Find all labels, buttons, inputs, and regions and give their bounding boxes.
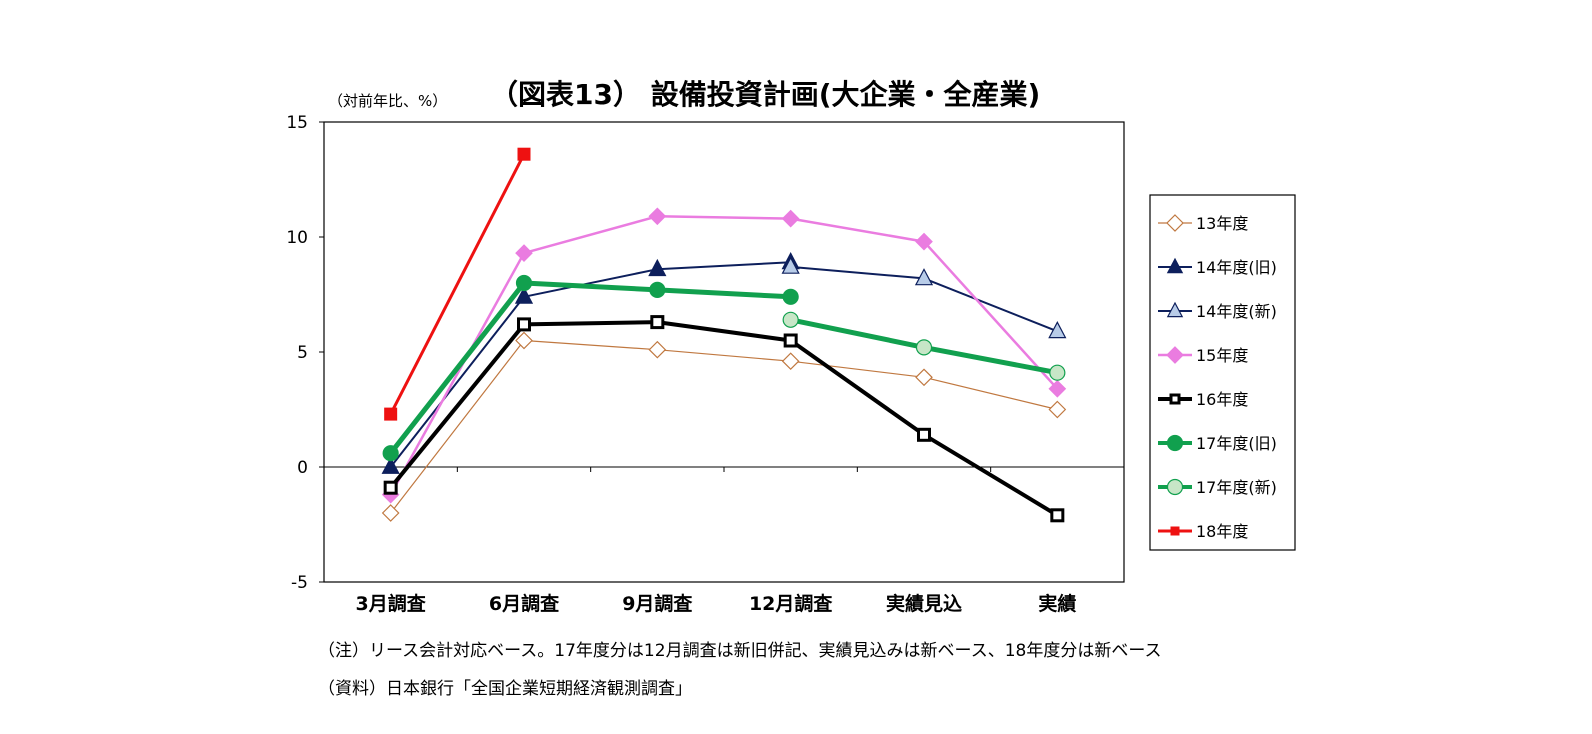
x-tick-label: 6月調査: [489, 592, 560, 615]
data-point: [514, 286, 534, 304]
legend-label: 13年度: [1196, 214, 1248, 233]
legend-label: 17年度(新): [1196, 478, 1277, 497]
legend-marker: [1166, 257, 1184, 274]
data-point: [382, 445, 399, 462]
data-point: [914, 268, 934, 286]
data-point: [650, 315, 665, 330]
legend-label: 15年度: [1196, 346, 1248, 365]
x-tick-label: 9月調査: [622, 592, 693, 615]
series-6: [382, 274, 799, 462]
legend-marker: [1169, 393, 1181, 405]
data-point: [515, 331, 533, 350]
legend-item: 16年度: [1158, 390, 1248, 409]
legend-item: 18年度: [1158, 522, 1248, 541]
data-point: [648, 207, 667, 226]
legend-marker: [1166, 478, 1184, 496]
legend-item: 15年度: [1158, 346, 1248, 365]
series-7: [782, 311, 1066, 381]
series-line: [389, 261, 791, 468]
legend-label: 16年度: [1196, 390, 1248, 409]
legend-item: 13年度: [1158, 214, 1248, 233]
series-line: [389, 153, 526, 415]
legend-item: 17年度(旧): [1158, 434, 1277, 453]
data-point: [781, 352, 800, 371]
legend-label: 18年度: [1196, 522, 1248, 541]
series-line: [388, 280, 791, 455]
legend-marker: [1166, 434, 1184, 452]
legend-marker: [1166, 301, 1184, 318]
data-point: [383, 480, 398, 495]
y-tick-label: 5: [297, 343, 308, 363]
data-point: [1050, 508, 1065, 523]
x-tick-label: 12月調査: [749, 592, 833, 615]
data-point: [1048, 400, 1067, 419]
series-1: [381, 331, 1067, 522]
data-point: [781, 209, 800, 228]
data-point: [515, 244, 533, 262]
data-point: [517, 317, 531, 332]
data-point: [782, 288, 799, 305]
series-5: [383, 315, 1065, 523]
legend-item: 14年度(旧): [1158, 257, 1277, 277]
legend-label: 14年度(新): [1196, 302, 1277, 321]
data-point: [649, 281, 666, 298]
series-line: [389, 320, 1059, 518]
series-line: [390, 339, 1058, 514]
data-point: [1049, 364, 1066, 381]
data-point: [381, 504, 400, 522]
data-point: [915, 339, 933, 356]
legend-marker: [1166, 346, 1184, 364]
data-point: [782, 311, 799, 328]
legend-item: 17年度(新): [1158, 478, 1277, 497]
chart-title: （図表13） 設備投資計画(大企業・全産業): [490, 78, 1040, 111]
x-tick-label: 実績: [1038, 592, 1076, 615]
y-tick-label: -5: [291, 573, 308, 593]
legend-label: 14年度(旧): [1196, 258, 1277, 277]
data-point: [915, 368, 933, 387]
series-line: [389, 215, 1059, 496]
x-tick-label: 3月調査: [356, 592, 427, 615]
y-tick-label: 15: [286, 113, 308, 133]
data-point: [915, 232, 933, 251]
legend-item: 14年度(新): [1158, 301, 1277, 321]
source-note: （資料）日本銀行「全国企業短期経済観測調査」: [318, 679, 692, 699]
series-8: [384, 147, 531, 421]
legend-marker: [1170, 526, 1180, 536]
data-point: [381, 456, 400, 474]
data-point: [781, 256, 800, 274]
y-tick-label: 0: [297, 458, 308, 478]
data-point: [515, 274, 533, 292]
plot-area: [323, 121, 1125, 583]
data-point: [1048, 321, 1067, 339]
legend-marker: [1166, 214, 1184, 232]
footnote: （注）リース会計対応ベース。17年度分は12月調査は新旧併記、実績見込みは新ベー…: [318, 641, 1162, 661]
series-3: [781, 256, 1067, 339]
data-point: [1048, 379, 1067, 398]
legend-label: 17年度(旧): [1196, 434, 1277, 453]
data-point: [783, 333, 798, 348]
data-point: [917, 427, 931, 442]
x-tick-label: 実績見込: [886, 592, 962, 615]
data-point: [384, 407, 398, 421]
series-2: [381, 252, 800, 474]
data-point: [517, 147, 531, 161]
unit-label: （対前年比、%）: [328, 92, 447, 110]
data-point: [648, 340, 667, 359]
data-point: [648, 258, 667, 277]
y-tick-label: 10: [286, 228, 308, 248]
